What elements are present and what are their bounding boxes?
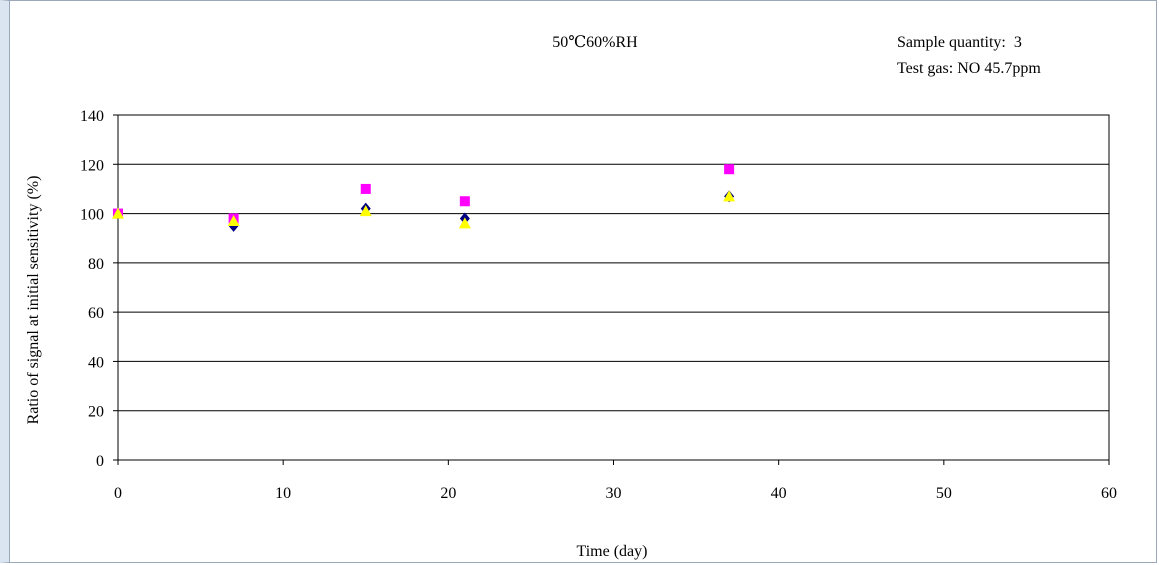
x-tick-label: 50 (936, 485, 952, 502)
x-axis-label: Time (day) (577, 543, 648, 560)
data-points (112, 164, 736, 232)
test-gas-annotation: Test gas: NO 45.7ppm (897, 60, 1041, 77)
y-tick-label: 60 (88, 305, 104, 322)
x-tick-label: 10 (275, 485, 291, 502)
data-point-triangle (227, 214, 240, 226)
x-tick-label: 30 (606, 485, 622, 502)
y-tick-labels: 0 20 40 60 80 100 120 140 (80, 108, 104, 470)
y-tick-label: 0 (96, 453, 104, 470)
chart-title: 50℃60%RH (552, 34, 638, 51)
gridlines (118, 163, 1109, 412)
y-tick-label: 40 (88, 354, 104, 371)
sample-quantity-annotation: Sample quantity: 3 (897, 34, 1022, 51)
data-point-square (724, 164, 735, 175)
x-tick-label: 20 (440, 485, 456, 502)
x-tick-labels: 0 10 20 30 40 50 60 (114, 485, 1117, 502)
y-tick-label: 120 (80, 157, 104, 174)
data-point-square (360, 183, 371, 194)
data-point-triangle (359, 205, 372, 217)
y-tick-label: 80 (88, 256, 104, 273)
y-tick-label: 20 (88, 404, 104, 421)
data-point-triangle (112, 207, 124, 219)
chart-frame-inner (9, 1, 1156, 563)
data-point-square (459, 196, 470, 207)
y-tick-label: 100 (80, 207, 104, 224)
plot-area (117, 114, 1110, 461)
x-tick-label: 0 (114, 485, 122, 502)
data-point-triangle (723, 190, 736, 202)
x-tick-label: 40 (771, 485, 787, 502)
axis-ticks (113, 114, 1110, 465)
y-tick-label: 140 (80, 108, 104, 125)
y-axis-label: Ratio of signal at initial sensitivity (… (25, 176, 42, 425)
data-point-triangle (458, 217, 471, 229)
x-tick-label: 60 (1101, 485, 1117, 502)
